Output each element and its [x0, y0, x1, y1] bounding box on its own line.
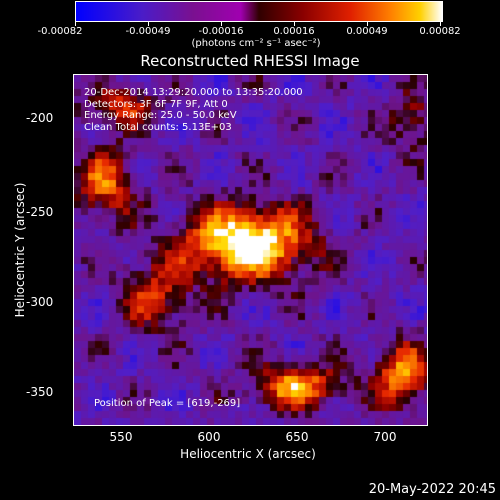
colorbar-unit: (photons cm⁻² s⁻¹ asec⁻²) [191, 38, 321, 49]
y-axis-label: Heliocentric Y (arcsec) [13, 182, 27, 318]
colorbar-tick-label: -0.00082 [37, 26, 83, 37]
colorbar-tick-label: -0.00049 [125, 26, 171, 37]
colorbar-tick-label: 0.00016 [273, 26, 315, 37]
plot-timestamp: 20-May-2022 20:45 [368, 482, 496, 497]
info-energy-range: Energy Range: 25.0 - 50.0 keV [84, 110, 237, 121]
y-tick-label: -200 [26, 111, 54, 125]
colorbar-tick-label: -0.00016 [198, 26, 244, 37]
x-tick-label: 550 [109, 430, 133, 444]
image-plot: 20-Dec-2014 13:29:20.000 to 13:35:20.000… [73, 74, 428, 426]
y-tick-label: -250 [26, 205, 54, 219]
colorbar-tick-label: 0.00082 [419, 26, 461, 37]
image-title: Reconstructed RHESSI Image [140, 52, 360, 70]
colorbar [75, 1, 443, 22]
colorbar-tick-label: 0.00049 [346, 26, 388, 37]
x-tick-label: 600 [197, 430, 221, 444]
x-tick-label: 650 [285, 430, 309, 444]
y-tick-label: -300 [26, 295, 54, 309]
x-tick-label: 700 [373, 430, 397, 444]
heatmap-image [74, 75, 427, 425]
colorbar-ticks [0, 21, 500, 29]
info-time-range: 20-Dec-2014 13:29:20.000 to 13:35:20.000 [84, 87, 303, 98]
info-clean-counts: Clean Total counts: 5.13E+03 [84, 121, 232, 133]
y-tick-label: -350 [26, 385, 54, 399]
observation-info: 20-Dec-2014 13:29:20.000 to 13:35:20.000… [84, 87, 303, 133]
x-axis-label: Heliocentric X (arcsec) [180, 447, 316, 461]
peak-position: Position of Peak = [619,-269] [94, 398, 241, 409]
info-detectors: Detectors: 3F 6F 7F 9F, Att 0 [84, 98, 228, 110]
